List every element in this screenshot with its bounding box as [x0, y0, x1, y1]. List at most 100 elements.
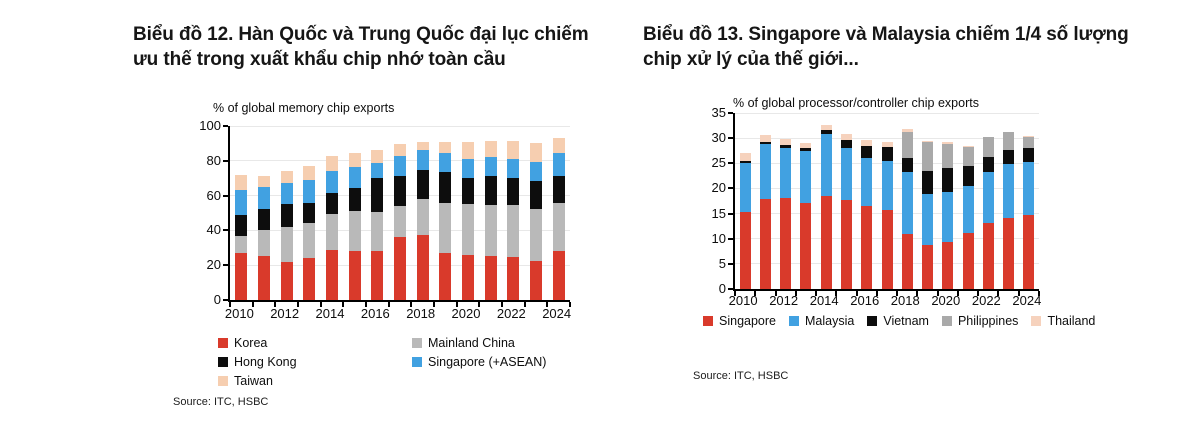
bar-2013-taiwan — [303, 166, 316, 180]
bar-2020-malaysia — [942, 192, 954, 242]
x-axis-label: 2010 — [224, 306, 254, 321]
bar-2020-thailand — [942, 141, 954, 144]
legend-item: Korea — [218, 336, 412, 350]
bar-2018-philippines — [901, 131, 913, 159]
bar-2019-singapore — [922, 244, 934, 289]
bar-2014-thailand — [820, 125, 832, 131]
x-tick-mark — [274, 302, 277, 307]
bar-2022-singapore — [982, 222, 994, 289]
y-axis-label: 0 — [213, 292, 221, 307]
x-tick-mark — [997, 291, 1000, 296]
bar-2017-korea — [394, 237, 406, 300]
y-axis-label: 80 — [206, 152, 221, 168]
bar-2013-hong-kong — [303, 202, 316, 224]
bar-2012-hong-kong — [280, 204, 293, 227]
y-tick-mark — [223, 299, 228, 301]
processor-chip-exports-chart: Biểu đồ 13. Singapore và Malaysia chiếm … — [643, 22, 1148, 426]
bar-2023-malaysia — [1003, 163, 1015, 219]
bar-2013-mainland-china — [303, 223, 316, 259]
bar-2019-taiwan — [439, 141, 452, 153]
y-tick-mark — [728, 112, 733, 114]
bar-2015-singapore — [840, 200, 852, 289]
x-tick-mark — [251, 302, 254, 307]
legend-item: Singapore (+ASEAN) — [412, 355, 546, 369]
legend-label: Korea — [234, 336, 268, 350]
bar-2012-taiwan — [280, 171, 293, 184]
bar-2010-hong-kong — [235, 214, 248, 236]
y-axis-label: 10 — [711, 230, 726, 246]
x-tick-mark — [815, 291, 818, 296]
x-tick-mark — [855, 291, 858, 296]
bar-2024-singapore — [1023, 214, 1035, 289]
x-axis-label: 2024 — [542, 306, 572, 321]
bar-2023-korea — [530, 260, 542, 300]
legend-item: Malaysia — [789, 314, 854, 328]
bar-2021-malaysia — [962, 185, 974, 233]
bar-2014-singapore — [820, 196, 832, 289]
y-axis-label: 25 — [711, 155, 726, 171]
legend-swatch-philippines — [941, 316, 952, 326]
x-tick-mark — [410, 302, 413, 307]
x-tick-mark — [501, 302, 503, 307]
y-tick-mark — [728, 262, 733, 265]
x-tick-mark — [916, 291, 919, 296]
bar-2024-hong-kong — [552, 176, 565, 204]
y-tick-mark — [728, 288, 733, 290]
bar-2011-korea — [258, 255, 270, 300]
bar-2015-mainland-china — [348, 211, 361, 252]
legend-label: Philippines — [957, 314, 1019, 328]
bar-2013-malaysia — [800, 151, 812, 204]
bar-2010-vietnam — [739, 161, 751, 163]
bar-2017-vietnam — [881, 147, 893, 162]
y-axis-label: 20 — [711, 180, 726, 196]
x-tick-mark — [546, 302, 549, 307]
bar-2012-mainland-china — [280, 226, 293, 262]
legend-label: Vietnam — [883, 314, 929, 328]
bar-2019-mainland-china — [439, 203, 452, 254]
bar-2017-singapore-asean — [394, 155, 406, 176]
y-tick-mark — [223, 194, 228, 197]
chart-heading: Biểu đồ 13. Singapore và Malaysia chiếm … — [643, 24, 1129, 70]
bar-2024-philippines — [1023, 137, 1035, 149]
legend-label: Singapore (+ASEAN) — [428, 355, 547, 369]
bar-2012-thailand — [780, 138, 792, 145]
bar-2010-mainland-china — [235, 235, 248, 254]
bar-2014-taiwan — [326, 156, 338, 172]
bar-2022-philippines — [982, 137, 994, 158]
bar-2021-singapore — [962, 232, 974, 289]
bar-2016-taiwan — [371, 150, 384, 163]
bar-2015-singapore-asean — [348, 166, 361, 188]
y-tick-mark — [223, 159, 228, 162]
y-tick-mark — [223, 264, 228, 267]
y-axis-label: 20 — [206, 257, 221, 273]
bar-2018-mainland-china — [416, 199, 429, 235]
bar-2024-vietnam — [1023, 148, 1035, 163]
legend-swatch-malaysia — [789, 316, 799, 326]
bar-2010-thailand — [739, 153, 751, 162]
plot-area — [223, 125, 571, 307]
bar-2014-korea — [326, 249, 338, 300]
bar-2018-singapore-asean — [416, 150, 429, 171]
legend-label: Thailand — [1047, 314, 1096, 328]
bar-2016-singapore — [861, 205, 873, 289]
bar-2010-malaysia — [739, 162, 751, 212]
x-axis-labels: 2010 2012 2014 2016 2018 2020 2022 2024 — [225, 306, 571, 322]
bar-2024-thailand — [1023, 135, 1035, 138]
x-axis-label: 2018 — [890, 293, 920, 308]
y-axis-label: 0 — [718, 281, 726, 296]
bar-2012-malaysia — [780, 148, 792, 198]
x-tick-mark — [433, 302, 435, 307]
bar-2019-malaysia — [922, 193, 934, 245]
legend-swatch-singapore-asean — [412, 357, 422, 367]
legend-label: Hong Kong — [234, 355, 297, 369]
bar-2010-singapore — [739, 211, 751, 289]
bar-2013-singapore-asean — [303, 179, 316, 203]
bar-2012-vietnam — [780, 144, 792, 149]
x-tick-mark — [523, 302, 526, 307]
y-axis-label: 15 — [711, 205, 726, 221]
bar-2017-thailand — [881, 141, 893, 148]
bar-2023-vietnam — [1003, 150, 1015, 164]
bar-2023-singapore-asean — [530, 161, 542, 181]
x-axis-label: 2020 — [451, 306, 481, 321]
legend-label: Singapore — [719, 314, 776, 328]
